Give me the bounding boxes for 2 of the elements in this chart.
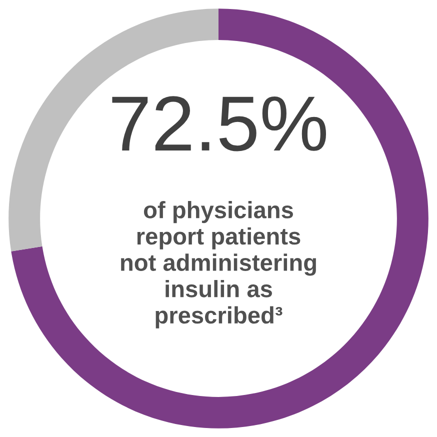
data-label: 72.5% <box>112 96 326 152</box>
text: of physicians report patients not administering insulin as prescribed³ <box>121 201 316 328</box>
